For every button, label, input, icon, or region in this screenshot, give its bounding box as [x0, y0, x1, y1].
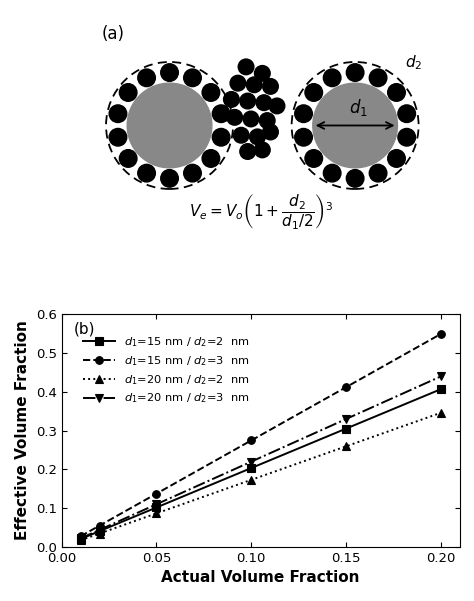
- Circle shape: [369, 164, 387, 182]
- Circle shape: [212, 129, 230, 146]
- $d_1$=20 nm / $d_2$=3  nm: [154, 501, 159, 508]
- Line: $d_1$=15 nm / $d_2$=2  nm: $d_1$=15 nm / $d_2$=2 nm: [77, 385, 445, 543]
- $d_1$=15 nm / $d_2$=2  nm: [154, 504, 159, 511]
- Circle shape: [138, 69, 155, 87]
- Circle shape: [240, 93, 255, 109]
- $d_1$=20 nm / $d_2$=3  nm: [97, 526, 102, 534]
- Text: $d_1$: $d_1$: [349, 97, 368, 118]
- $d_1$=20 nm / $d_2$=2  nm: [78, 537, 83, 544]
- Legend: $d_1$=15 nm / $d_2$=2  nm, $d_1$=15 nm / $d_2$=3  nm, $d_1$=20 nm / $d_2$=2  nm,: $d_1$=15 nm / $d_2$=2 nm, $d_1$=15 nm / …: [79, 331, 253, 409]
- Circle shape: [227, 109, 243, 125]
- $d_1$=20 nm / $d_2$=3  nm: [438, 373, 444, 380]
- $d_1$=20 nm / $d_2$=3  nm: [78, 535, 83, 542]
- Circle shape: [202, 150, 219, 167]
- Circle shape: [398, 105, 416, 123]
- Circle shape: [119, 84, 137, 102]
- Circle shape: [230, 75, 246, 91]
- Circle shape: [109, 105, 127, 123]
- Text: (b): (b): [73, 321, 95, 336]
- $d_1$=15 nm / $d_2$=3  nm: [78, 532, 83, 540]
- $d_1$=20 nm / $d_2$=2  nm: [438, 409, 444, 416]
- $d_1$=20 nm / $d_2$=2  nm: [343, 443, 349, 450]
- Circle shape: [138, 164, 155, 182]
- Circle shape: [305, 84, 322, 102]
- Line: $d_1$=20 nm / $d_2$=2  nm: $d_1$=20 nm / $d_2$=2 nm: [77, 409, 445, 544]
- $d_1$=15 nm / $d_2$=3  nm: [97, 522, 102, 529]
- Circle shape: [109, 129, 127, 146]
- Circle shape: [255, 142, 270, 157]
- Circle shape: [250, 129, 265, 145]
- Circle shape: [255, 66, 270, 81]
- $d_1$=15 nm / $d_2$=3  nm: [248, 437, 254, 444]
- Circle shape: [259, 113, 275, 129]
- Circle shape: [256, 95, 272, 111]
- Circle shape: [233, 127, 249, 143]
- Circle shape: [212, 105, 230, 123]
- $d_1$=20 nm / $d_2$=3  nm: [343, 415, 349, 423]
- Circle shape: [263, 79, 278, 94]
- Line: $d_1$=15 nm / $d_2$=3  nm: $d_1$=15 nm / $d_2$=3 nm: [77, 330, 445, 540]
- Y-axis label: Effective Volume Fraction: Effective Volume Fraction: [15, 320, 30, 540]
- Text: $d_2$: $d_2$: [405, 53, 422, 73]
- Circle shape: [388, 150, 405, 167]
- Circle shape: [202, 84, 219, 102]
- Circle shape: [398, 129, 416, 146]
- $d_1$=15 nm / $d_2$=3  nm: [154, 490, 159, 497]
- $d_1$=20 nm / $d_2$=2  nm: [97, 530, 102, 537]
- Circle shape: [263, 124, 278, 140]
- Line: $d_1$=20 nm / $d_2$=3  nm: $d_1$=20 nm / $d_2$=3 nm: [77, 373, 445, 542]
- $d_1$=15 nm / $d_2$=2  nm: [97, 528, 102, 535]
- $d_1$=15 nm / $d_2$=3  nm: [343, 383, 349, 391]
- Text: (a): (a): [101, 25, 124, 43]
- Circle shape: [369, 69, 387, 87]
- $d_1$=20 nm / $d_2$=2  nm: [248, 476, 254, 483]
- Circle shape: [184, 69, 201, 87]
- $d_1$=15 nm / $d_2$=2  nm: [343, 425, 349, 432]
- $d_1$=20 nm / $d_2$=2  nm: [154, 510, 159, 517]
- Circle shape: [184, 164, 201, 182]
- $d_1$=15 nm / $d_2$=2  nm: [78, 535, 83, 543]
- Circle shape: [388, 84, 405, 102]
- Circle shape: [119, 150, 137, 167]
- $d_1$=15 nm / $d_2$=2  nm: [438, 386, 444, 393]
- Circle shape: [243, 111, 259, 127]
- $d_1$=15 nm / $d_2$=3  nm: [438, 331, 444, 338]
- $d_1$=20 nm / $d_2$=3  nm: [248, 458, 254, 465]
- Circle shape: [246, 77, 262, 93]
- Circle shape: [127, 83, 212, 168]
- Circle shape: [323, 69, 341, 87]
- X-axis label: Actual Volume Fraction: Actual Volume Fraction: [162, 570, 360, 585]
- Circle shape: [313, 83, 398, 168]
- Circle shape: [295, 129, 312, 146]
- Circle shape: [161, 64, 178, 81]
- Circle shape: [161, 169, 178, 187]
- Circle shape: [269, 98, 285, 114]
- Circle shape: [346, 64, 364, 81]
- Circle shape: [238, 59, 254, 75]
- Circle shape: [305, 150, 322, 167]
- Circle shape: [346, 169, 364, 187]
- Circle shape: [224, 91, 239, 107]
- Circle shape: [240, 144, 255, 159]
- Circle shape: [295, 105, 312, 123]
- Circle shape: [323, 164, 341, 182]
- $d_1$=15 nm / $d_2$=2  nm: [248, 465, 254, 472]
- Text: $V_e = V_o\left(1 + \dfrac{d_2}{d_1/2}\right)^3$: $V_e = V_o\left(1 + \dfrac{d_2}{d_1/2}\r…: [189, 192, 333, 231]
